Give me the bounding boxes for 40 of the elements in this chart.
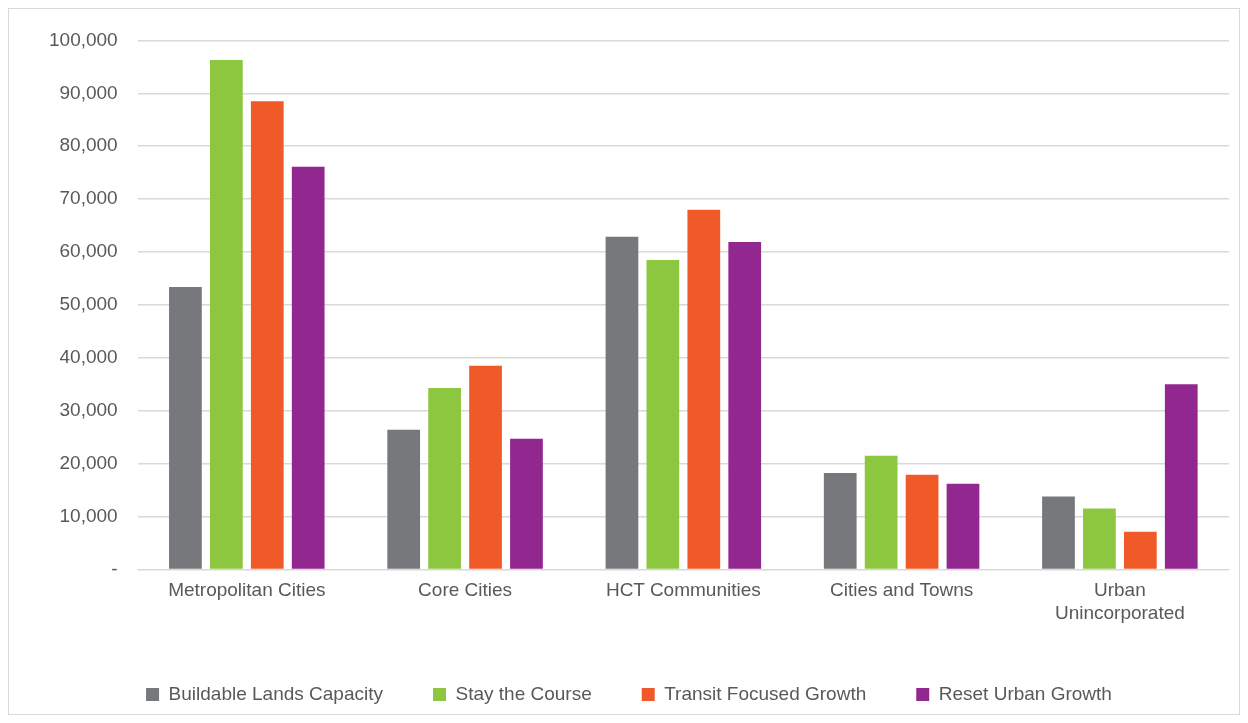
y-tick-label: - [111,557,118,579]
bar [646,259,680,569]
x-tick-label: Core Cities [418,579,513,601]
y-tick-label: 30,000 [59,398,118,420]
bar [605,236,639,569]
bar [469,365,502,569]
bar [905,474,939,569]
x-tick-label: Metropolitan Cities [168,579,326,601]
bar [1164,384,1198,569]
bar [1042,496,1075,569]
bar [1123,531,1157,569]
legend-label: Transit Focused Growth [664,682,867,704]
bar [687,209,721,569]
bar [387,429,421,569]
bar [428,387,461,569]
bar [823,473,857,569]
bar [946,483,980,569]
legend-label: Stay the Course [455,682,592,704]
y-tick-label: 90,000 [59,81,118,103]
x-tick-label: Urban Unincorporated [1054,579,1185,623]
bar [864,455,898,569]
y-tick-label: 80,000 [59,134,118,156]
y-tick-label: 60,000 [59,240,118,262]
y-tick-label: 100,000 [48,28,118,50]
legend-label: Reset Urban Growth [938,682,1112,704]
bar [510,438,543,569]
legend-label: Buildable Lands Capacity [168,682,384,704]
bar [169,286,202,569]
x-tick-label: HCT Communities [605,579,761,601]
bar [209,59,243,569]
bar [728,241,762,569]
y-tick-label: 20,000 [59,451,118,473]
y-tick-label: 70,000 [59,187,118,209]
x-tick-label: Cities and Towns [829,579,974,601]
y-tick-label: 10,000 [59,504,118,526]
bar [291,166,325,569]
bar [1083,508,1116,569]
bar [250,101,284,569]
y-tick-label: 50,000 [59,293,118,315]
y-tick-label: 40,000 [59,346,118,368]
